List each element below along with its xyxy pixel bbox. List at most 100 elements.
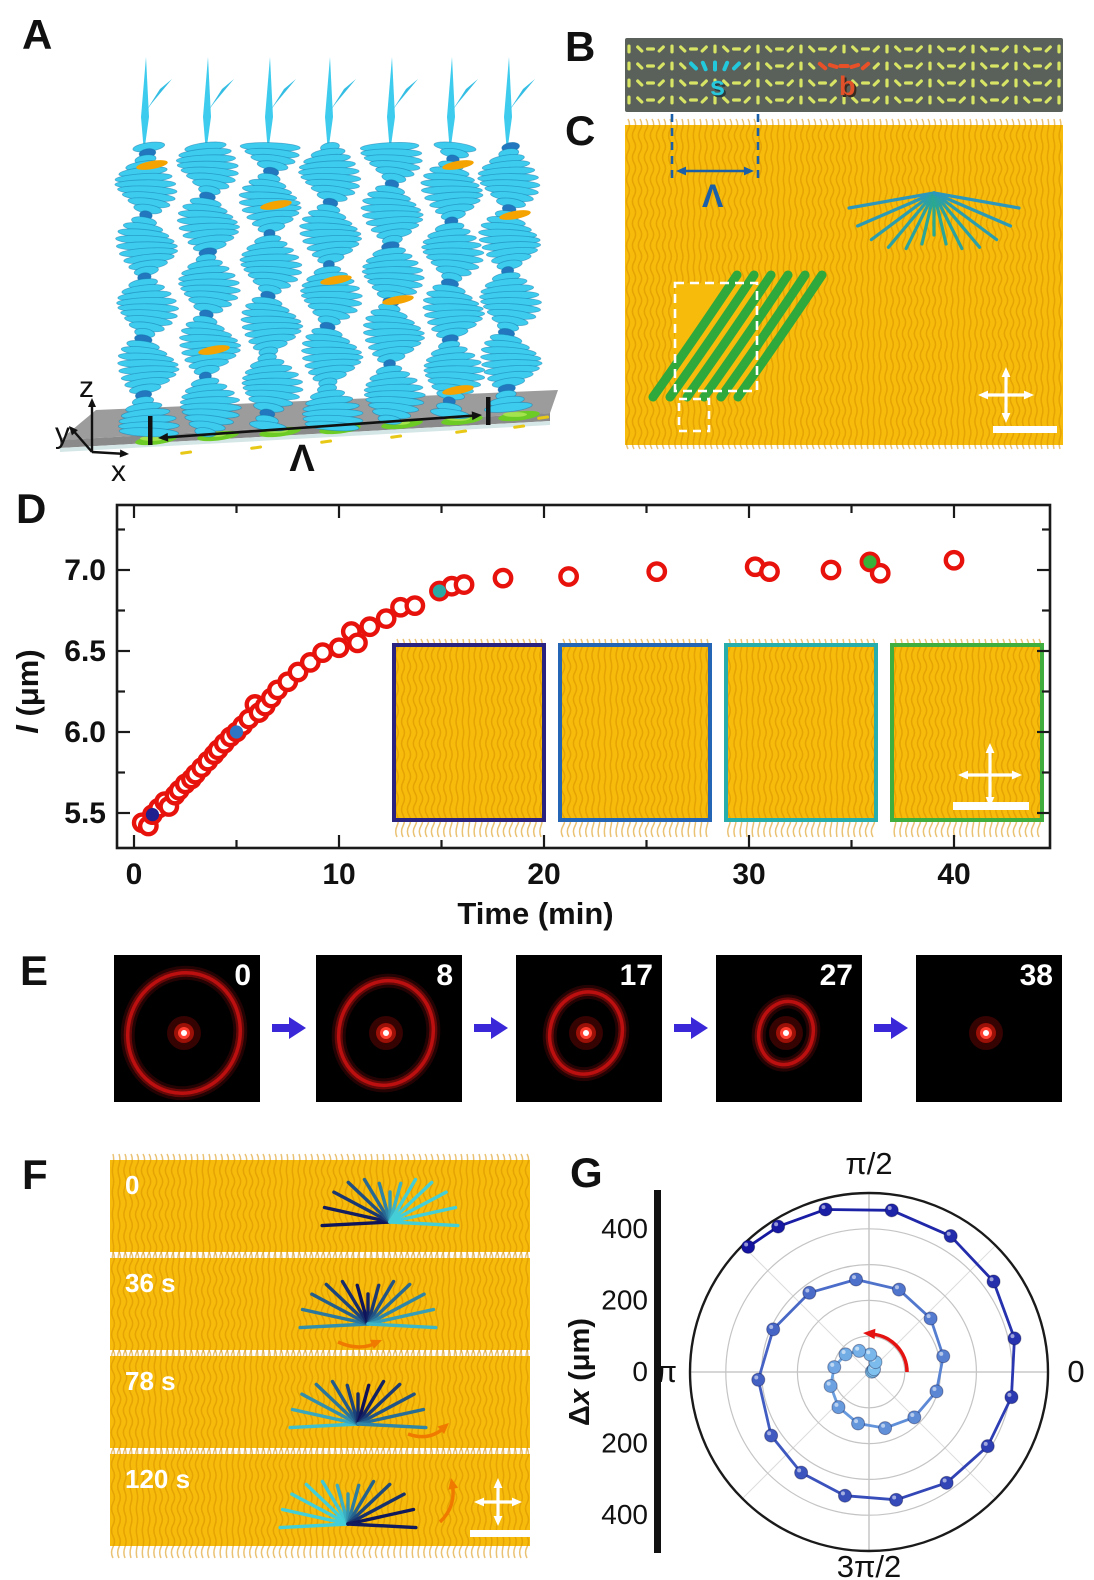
svg-text:y: y: [55, 417, 70, 450]
spiral-point: [794, 1465, 809, 1480]
frame-time-label: 78 s: [125, 1366, 176, 1396]
defect-fan: [298, 1279, 438, 1330]
polarizer-cross-icon: [978, 367, 1034, 423]
data-point: [869, 562, 891, 584]
panel-f-label: F: [22, 1151, 48, 1198]
bend-label-shadow: b: [841, 73, 858, 103]
sequence-arrow-icon: [272, 1017, 306, 1039]
panel-a-helix-illustration: Λzy x: [55, 57, 558, 488]
spiral-point: [986, 1274, 1001, 1289]
reference-box: [677, 397, 711, 433]
radial-tick-label: 0: [632, 1356, 648, 1387]
surface-director-dash: [250, 445, 263, 450]
data-point: [328, 637, 350, 659]
texture-inset: [392, 643, 546, 822]
helix-column: [175, 57, 242, 438]
spiral-point: [907, 1410, 922, 1425]
diffraction-frame: 38: [916, 955, 1062, 1102]
panel-b-c-textures: ss bbΛ: [625, 38, 1063, 450]
surface-director-dash: [513, 424, 526, 429]
radial-tick-label: 200: [601, 1428, 648, 1459]
sequence-arrow-icon: [474, 1017, 508, 1039]
orange-disc: [499, 210, 531, 220]
orange-disc: [382, 295, 414, 305]
data-point: [312, 642, 333, 664]
time-frame-strip: 78 s: [110, 1349, 530, 1461]
spiral-point: [939, 1475, 954, 1490]
laser-spot: [983, 1030, 989, 1036]
spiral-point: [851, 1416, 866, 1431]
lc-fingerprint-texture: [110, 1251, 530, 1363]
spiral-point: [766, 1322, 781, 1337]
frame-time-label: 17: [619, 959, 653, 992]
y-tick-label: 6.0: [64, 716, 106, 749]
highlight-point: [863, 555, 877, 569]
defect-fan: [320, 1177, 460, 1228]
spiral-point: [878, 1421, 893, 1436]
data-point: [453, 574, 475, 595]
frame-time-label: 38: [1019, 959, 1053, 992]
data-point: [359, 616, 381, 638]
radial-tick-label: 400: [601, 1213, 648, 1244]
orange-disc: [260, 200, 292, 210]
diffraction-frame: 17: [516, 955, 662, 1102]
x-tick-label: 20: [527, 858, 560, 891]
data-point: [347, 632, 368, 654]
laser-spot: [583, 1030, 589, 1036]
panel-d-label: D: [16, 485, 47, 532]
spiral-point: [923, 1311, 938, 1326]
laser-spot: [181, 1030, 187, 1036]
spiral-point: [818, 1202, 833, 1217]
director-field-slab: [625, 38, 1063, 112]
sequence-arrow-icon: [874, 1017, 908, 1039]
helix-column: [420, 57, 486, 420]
spiral-point: [802, 1285, 817, 1300]
data-point: [558, 566, 579, 587]
spiral-point: [889, 1492, 904, 1507]
x-tick-label: 0: [126, 858, 143, 891]
panel-d-growth-chart: 0 10 20 30 40 5.5 6.0 6.5 7.0 Time (min) l (μm): [10, 503, 1052, 931]
spiral-point: [837, 1488, 852, 1503]
diffraction-ring: [756, 999, 816, 1067]
panel-b-label: B: [565, 23, 596, 70]
svg-text:z: z: [79, 371, 94, 404]
helix-column: [238, 57, 304, 432]
orange-disc: [136, 160, 168, 170]
frame-time-label: 0: [125, 1170, 139, 1200]
laser-spot: [383, 1030, 389, 1036]
lc-fingerprint-texture: [892, 638, 1042, 838]
panel-a-label: A: [22, 11, 53, 58]
defect-fan: [288, 1379, 428, 1430]
diffraction-frame: 8: [316, 955, 462, 1102]
panel-g-label: G: [570, 1149, 603, 1196]
angle-label-left: π: [656, 1354, 677, 1389]
angle-label-top: π/2: [845, 1146, 892, 1181]
diffraction-ring: [547, 990, 625, 1076]
time-frame-strip: 0: [110, 1153, 530, 1265]
radial-axis-bar: [654, 1190, 661, 1553]
scale-bar: [470, 1530, 530, 1537]
radial-tick-label: 400: [601, 1499, 648, 1530]
defect-fan: [847, 191, 1021, 251]
highlight-point: [145, 808, 160, 822]
splay-label-shadow: s: [712, 73, 727, 103]
spiral-point: [891, 1282, 906, 1297]
diffraction-ring: [125, 971, 243, 1095]
surface-director-dash: [320, 439, 333, 444]
spiral-point: [980, 1439, 995, 1454]
spiral-point: [751, 1372, 766, 1387]
orange-disc: [320, 275, 352, 285]
spiral-point: [741, 1239, 756, 1254]
pitch-lambda-label: Λ: [702, 178, 724, 214]
radial-tick-label: 200: [601, 1284, 648, 1315]
data-point: [943, 549, 965, 571]
spiral-point: [929, 1384, 944, 1399]
spiral-point: [943, 1229, 958, 1244]
svg-text:x: x: [111, 455, 126, 488]
time-frame-strip: 120 s: [110, 1447, 530, 1559]
panel-e-label: E: [20, 947, 49, 994]
scale-bar: [953, 802, 1029, 810]
frame-time-label: 27: [819, 959, 853, 992]
